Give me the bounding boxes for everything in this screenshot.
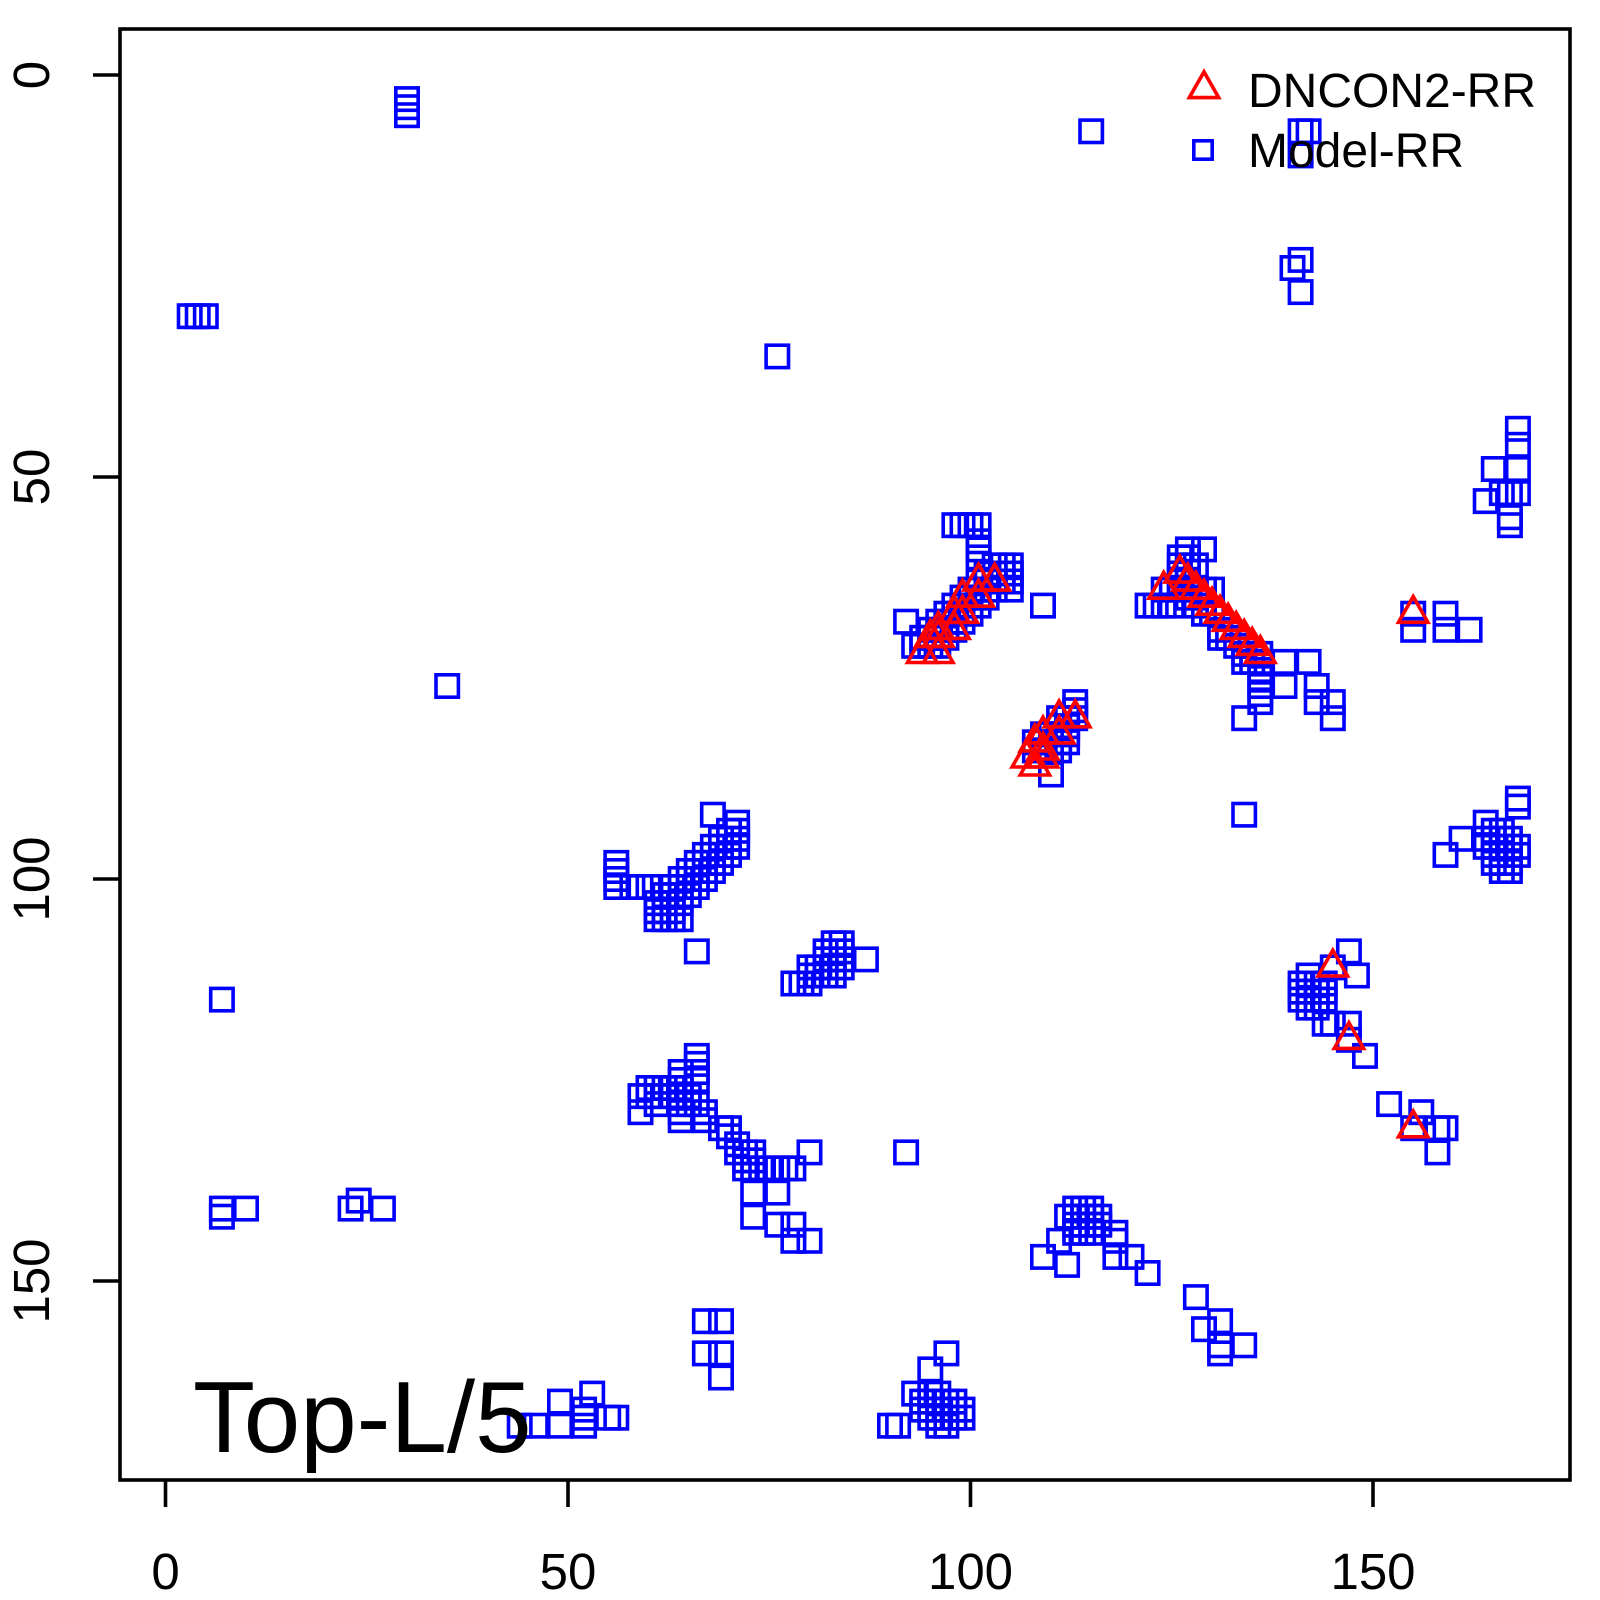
- svg-text:0: 0: [3, 61, 60, 89]
- svg-text:50: 50: [540, 1543, 597, 1600]
- svg-text:50: 50: [3, 449, 60, 506]
- svg-text:100: 100: [3, 836, 60, 921]
- svg-text:150: 150: [1330, 1543, 1415, 1600]
- svg-text:Top-L/5: Top-L/5: [193, 1360, 532, 1474]
- svg-text:DNCON2-RR: DNCON2-RR: [1248, 65, 1536, 118]
- svg-text:0: 0: [151, 1543, 179, 1600]
- svg-text:100: 100: [928, 1543, 1013, 1600]
- svg-text:Model-RR: Model-RR: [1248, 125, 1464, 178]
- svg-text:150: 150: [3, 1238, 60, 1323]
